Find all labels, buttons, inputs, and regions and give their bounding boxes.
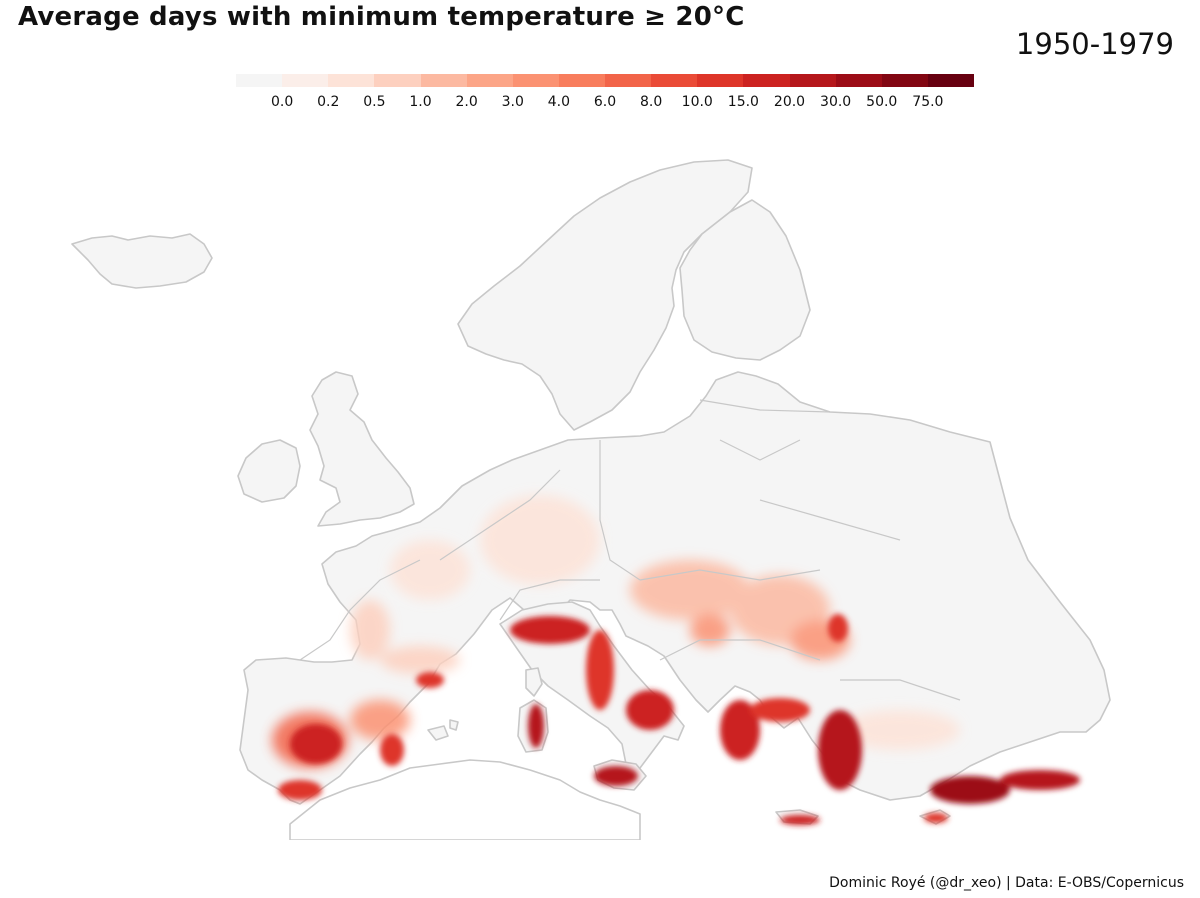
legend-swatch bbox=[420, 74, 467, 87]
corsica bbox=[525, 667, 543, 697]
legend-swatch bbox=[605, 74, 652, 87]
north-africa bbox=[289, 759, 641, 840]
legend-color-bar bbox=[236, 74, 974, 87]
iceland bbox=[71, 233, 213, 289]
legend-break-label: 50.0 bbox=[866, 94, 898, 110]
legend-swatch bbox=[927, 74, 974, 87]
period-label: 1950-1979 bbox=[1015, 27, 1174, 61]
balearic-islands bbox=[427, 725, 449, 741]
legend-swatch bbox=[743, 74, 790, 87]
legend-swatch bbox=[328, 74, 375, 87]
credit-line: Dominic Royé (@dr_xeo) | Data: E-OBS/Cop… bbox=[829, 875, 1184, 891]
europe-map bbox=[71, 159, 1111, 840]
legend-swatch bbox=[881, 74, 928, 87]
legend-break-label: 30.0 bbox=[820, 94, 852, 110]
legend-break-label: 0.0 bbox=[270, 94, 294, 110]
legend-swatch bbox=[236, 74, 283, 87]
legend-break-label: 1.0 bbox=[409, 94, 432, 110]
legend-break-label: 3.0 bbox=[501, 94, 524, 110]
legend-break-label: 6.0 bbox=[593, 94, 617, 110]
legend-swatch bbox=[466, 74, 513, 87]
temperature-shading bbox=[272, 495, 1080, 825]
legend-swatch bbox=[558, 74, 605, 87]
legend-swatch bbox=[789, 74, 836, 87]
legend-swatch bbox=[835, 74, 882, 87]
legend-swatch bbox=[697, 74, 744, 87]
finland-karelia bbox=[679, 199, 811, 361]
legend-break-label: 15.0 bbox=[727, 94, 759, 110]
legend-break-label: 0.5 bbox=[363, 94, 386, 110]
legend-break-label: 20.0 bbox=[773, 94, 806, 110]
country-borders bbox=[299, 399, 961, 701]
legend-break-label: 75.0 bbox=[912, 94, 944, 110]
legend-swatch bbox=[651, 74, 698, 87]
chart-title: Average days with minimum temperature ≥ … bbox=[18, 2, 745, 32]
legend-swatch bbox=[282, 74, 329, 87]
legend-swatch bbox=[374, 74, 421, 87]
ireland bbox=[237, 439, 301, 503]
legend-break-label: 0.2 bbox=[317, 94, 340, 110]
great-britain bbox=[309, 371, 415, 527]
scandinavia bbox=[457, 159, 753, 431]
legend-swatch bbox=[512, 74, 559, 87]
legend-break-label: 10.0 bbox=[681, 94, 713, 110]
color-legend: 0.0 0.2 0.5 1.0 2.0 3.0 4.0 6.0 8.0 10.0 15.0 20.0 3… bbox=[236, 74, 974, 114]
legend-break-label: 2.0 bbox=[455, 94, 478, 110]
legend-break-label: 8.0 bbox=[639, 94, 663, 110]
legend-break-label: 4.0 bbox=[547, 94, 571, 110]
